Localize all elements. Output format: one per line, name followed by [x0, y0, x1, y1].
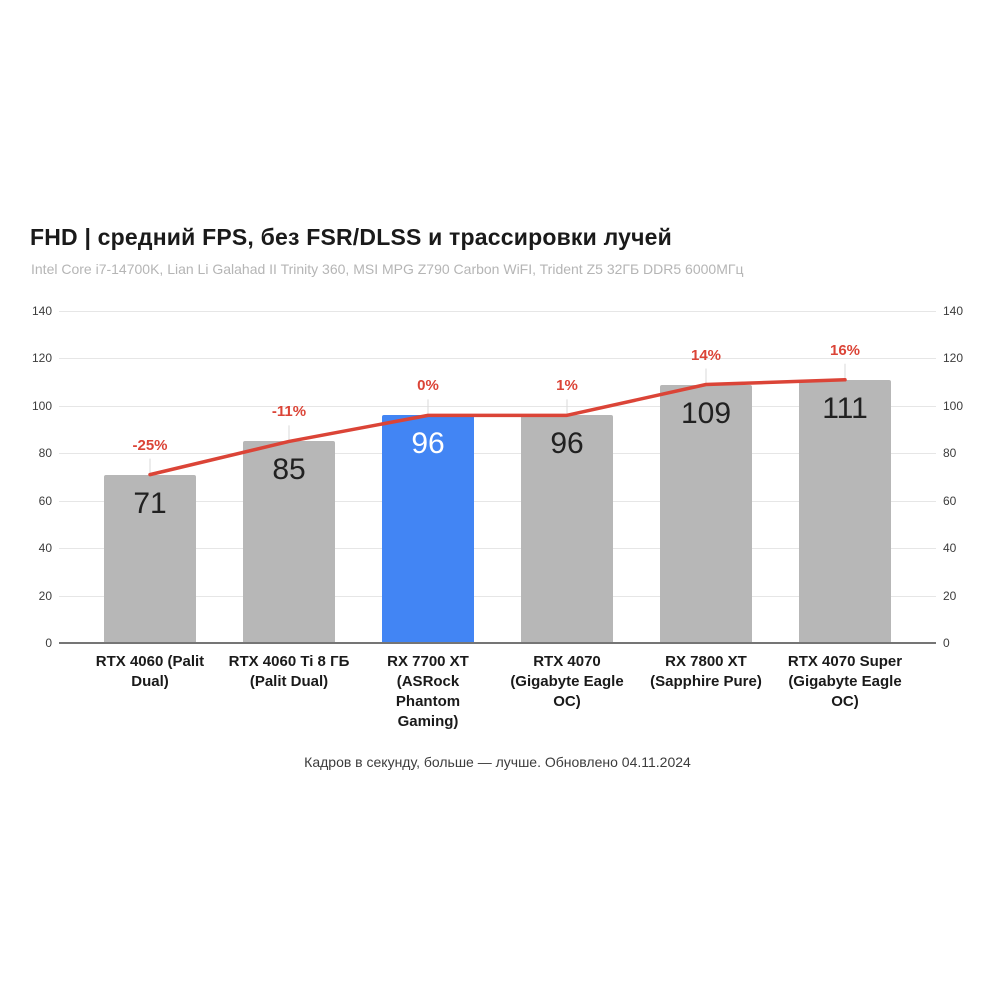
percent-change-label: 1%: [556, 377, 578, 395]
y-axis-tick-left: 120: [31, 351, 52, 366]
y-axis-tick-left: 20: [38, 588, 52, 603]
bar-rtx-4060-ti-8-palit-dual: 85: [243, 441, 335, 643]
bar-rtx-4070-gigabyte-eagle-oc: 96: [521, 415, 613, 643]
category-label: RTX 4060 Ti 8 ГБ (Palit Dual): [228, 653, 350, 690]
category-label: RTX 4070 Super (Gigabyte Eagle OC): [787, 653, 903, 710]
y-axis-tick-left: 40: [38, 541, 52, 556]
percent-change-label: -25%: [132, 436, 168, 454]
percent-change-label: -11%: [271, 403, 307, 421]
category-label: RX 7700 XT (ASRock Phantom Gaming): [387, 653, 469, 730]
x-axis-line: [59, 642, 936, 644]
y-axis-tick-left: 0: [45, 636, 52, 650]
bar-rtx-4070-super-gigabyte-eagle-oc: 111: [799, 379, 891, 643]
chart-subtitle: Intel Core i7-14700K, Lian Li Galahad II…: [31, 261, 744, 277]
y-axis-tick-right: 20: [943, 588, 957, 603]
y-axis-tick-left: 100: [31, 398, 52, 413]
gridline: [59, 358, 936, 360]
footer-note: Кадров в секунду, больше — лучше. Обновл…: [304, 754, 691, 770]
bar-rx-7700-xt-asrock-phantom-gaming: 96: [382, 415, 474, 643]
category-label: RTX 4060 (Palit Dual): [95, 653, 205, 690]
y-axis-tick-right: 80: [943, 446, 957, 461]
percent-change-label: 14%: [690, 346, 722, 364]
bar-value-label: 85: [272, 453, 306, 487]
gridline: [59, 595, 936, 597]
y-axis-tick-right: 120: [943, 351, 964, 366]
bar-value-label: 96: [411, 427, 445, 461]
y-axis-tick-left: 60: [38, 493, 52, 508]
gridline: [59, 311, 936, 312]
bar-value-label: 109: [680, 396, 732, 430]
y-axis-tick-right: 100: [943, 398, 964, 413]
y-axis-tick-left: 140: [31, 304, 52, 318]
bar-rtx-4060-palit-dual: 71: [104, 474, 196, 643]
y-axis-tick-right: 60: [943, 493, 957, 508]
category-label: RTX 4070 (Gigabyte Eagle OC): [510, 653, 624, 710]
bar-value-label: 111: [822, 391, 868, 425]
percent-change-label: 16%: [829, 341, 861, 359]
y-axis-tick-right: 40: [943, 541, 957, 556]
gridline: [59, 500, 936, 502]
percent-change-label: 0%: [417, 377, 439, 395]
y-axis-tick-right: 0: [943, 636, 950, 650]
bar-value-label: 71: [133, 486, 167, 520]
chart-title: FHD | средний FPS, без FSR/DLSS и трасси…: [30, 224, 672, 250]
bar-rx-7800-xt-sapphire-pure: 109: [660, 384, 752, 643]
gridline: [59, 548, 936, 550]
y-axis-tick-right: 140: [943, 304, 964, 318]
category-label: RX 7800 XT (Sapphire Pure): [650, 653, 762, 690]
y-axis-tick-left: 80: [38, 446, 52, 461]
bar-value-label: 96: [550, 427, 584, 461]
